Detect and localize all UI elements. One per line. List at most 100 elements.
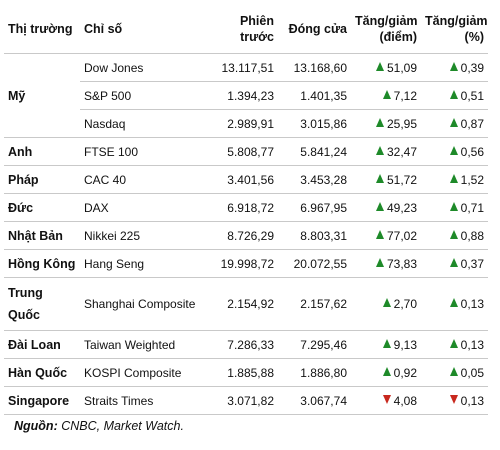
market-name: Hàn Quốc <box>4 358 80 387</box>
table-row: Nhật Bản Nikkei 225 8.726,29 8.803,31 77,02 0… <box>4 221 488 250</box>
change-value: 49,23 <box>386 200 417 215</box>
change-value: 0,05 <box>460 365 484 380</box>
change-percent: 0,51 <box>421 81 488 110</box>
table-row: Đức DAX 6.918,72 6.967,95 49,23 0,71 <box>4 193 488 222</box>
previous-value: 5.808,77 <box>210 137 278 166</box>
change-points: 7,12 <box>351 81 421 110</box>
header-change-points: Tăng/giảm (điểm) <box>351 4 421 54</box>
arrow-down-icon <box>449 394 458 404</box>
index-name: Hang Seng <box>80 249 210 278</box>
table-row: Anh FTSE 100 5.808,77 5.841,24 32,47 0,56 <box>4 137 488 166</box>
header-previous-line2: trước <box>240 29 274 44</box>
arrow-up-icon <box>449 145 458 155</box>
close-value: 7.295,46 <box>278 330 351 359</box>
arrow-up-icon <box>382 89 391 99</box>
change-percent: 0,13 <box>421 386 488 415</box>
table-row: Pháp CAC 40 3.401,56 3.453,28 51,72 1,52 <box>4 165 488 194</box>
change-percent: 0,13 <box>421 330 488 359</box>
header-previous-line1: Phiên <box>239 13 274 28</box>
arrow-up-icon <box>382 338 391 348</box>
index-name: KOSPI Composite <box>80 358 210 387</box>
change-value: 25,95 <box>386 116 417 131</box>
index-name: Shanghai Composite <box>80 277 210 331</box>
change-percent: 0,56 <box>421 137 488 166</box>
previous-value: 8.726,29 <box>210 221 278 250</box>
arrow-up-icon <box>375 257 384 267</box>
market-name: Mỹ <box>4 53 80 138</box>
previous-value: 3.401,56 <box>210 165 278 194</box>
close-value: 20.072,55 <box>278 249 351 278</box>
table-body: Mỹ Dow Jones 13.117,51 13.168,60 51,09 0,39 S&… <box>4 53 488 415</box>
close-value: 5.841,24 <box>278 137 351 166</box>
previous-value: 13.117,51 <box>210 53 278 82</box>
arrow-up-icon <box>449 366 458 376</box>
change-value: 0,39 <box>460 60 484 75</box>
table-row: Hồng Kông Hang Seng 19.998,72 20.072,55 73,8… <box>4 249 488 278</box>
index-name: CAC 40 <box>80 165 210 194</box>
market-name: Hồng Kông <box>4 249 80 278</box>
previous-value: 3.071,82 <box>210 386 278 415</box>
previous-value: 19.998,72 <box>210 249 278 278</box>
change-percent: 0,87 <box>421 109 488 138</box>
source-text: CNBC, Market Watch. <box>57 419 184 433</box>
arrow-up-icon <box>375 229 384 239</box>
header-change-points-line1: Tăng/giảm <box>355 13 418 28</box>
change-points: 32,47 <box>351 137 421 166</box>
change-value: 0,13 <box>460 393 484 408</box>
market-name: Pháp <box>4 165 80 194</box>
change-points: 0,92 <box>351 358 421 387</box>
close-value: 13.168,60 <box>278 53 351 82</box>
arrow-up-icon <box>375 145 384 155</box>
table-header: Thị trường Chỉ số Phiên trước Đóng cửa T… <box>4 4 488 54</box>
index-name: Taiwan Weighted <box>80 330 210 359</box>
previous-value: 1.394,23 <box>210 81 278 110</box>
change-value: 7,12 <box>393 88 417 103</box>
change-points: 49,23 <box>351 193 421 222</box>
table-row: Singapore Straits Times 3.071,82 3.067,74 4,… <box>4 386 488 415</box>
close-value: 3.453,28 <box>278 165 351 194</box>
change-value: 73,83 <box>386 256 417 271</box>
header-previous-session: Phiên trước <box>210 4 278 54</box>
previous-value: 2.989,91 <box>210 109 278 138</box>
market-name: Nhật Bản <box>4 221 80 250</box>
change-value: 32,47 <box>386 144 417 159</box>
change-points: 77,02 <box>351 221 421 250</box>
change-value: 77,02 <box>386 228 417 243</box>
arrow-up-icon <box>375 201 384 211</box>
header-change-percent: Tăng/giảm (%) <box>421 4 488 54</box>
change-value: 0,56 <box>460 144 484 159</box>
change-points: 51,09 <box>351 53 421 82</box>
header-index: Chỉ số <box>80 4 210 54</box>
table-row: Mỹ Dow Jones 13.117,51 13.168,60 51,09 0,39 <box>4 53 488 138</box>
change-percent: 0,37 <box>421 249 488 278</box>
change-percent: 1,52 <box>421 165 488 194</box>
change-percent: 0,39 <box>421 53 488 82</box>
index-name: Dow Jones <box>80 53 210 82</box>
index-name: S&P 500 <box>80 81 210 110</box>
market-name: Singapore <box>4 386 80 415</box>
arrow-down-icon <box>382 394 391 404</box>
market-indices-table: Thị trường Chỉ số Phiên trước Đóng cửa T… <box>4 4 488 415</box>
index-name: DAX <box>80 193 210 222</box>
market-name: Đài Loan <box>4 330 80 359</box>
arrow-up-icon <box>375 117 384 127</box>
change-value: 0,88 <box>460 228 484 243</box>
change-value: 9,13 <box>393 337 417 352</box>
change-value: 0,13 <box>460 297 484 311</box>
close-value: 8.803,31 <box>278 221 351 250</box>
arrow-up-icon <box>449 338 458 348</box>
market-name: Đức <box>4 193 80 222</box>
index-name: Nikkei 225 <box>80 221 210 250</box>
change-percent: 0,88 <box>421 221 488 250</box>
arrow-up-icon <box>449 201 458 211</box>
change-value: 51,09 <box>386 60 417 75</box>
change-percent: 0,13 <box>421 277 488 331</box>
change-points: 73,83 <box>351 249 421 278</box>
previous-value: 7.286,33 <box>210 330 278 359</box>
change-value: 0,37 <box>460 256 484 271</box>
header-market: Thị trường <box>4 4 80 54</box>
change-value: 0,71 <box>460 200 484 215</box>
change-value: 4,08 <box>393 393 417 408</box>
change-value: 0,87 <box>460 116 484 131</box>
header-change-points-line2: (điểm) <box>379 29 418 44</box>
